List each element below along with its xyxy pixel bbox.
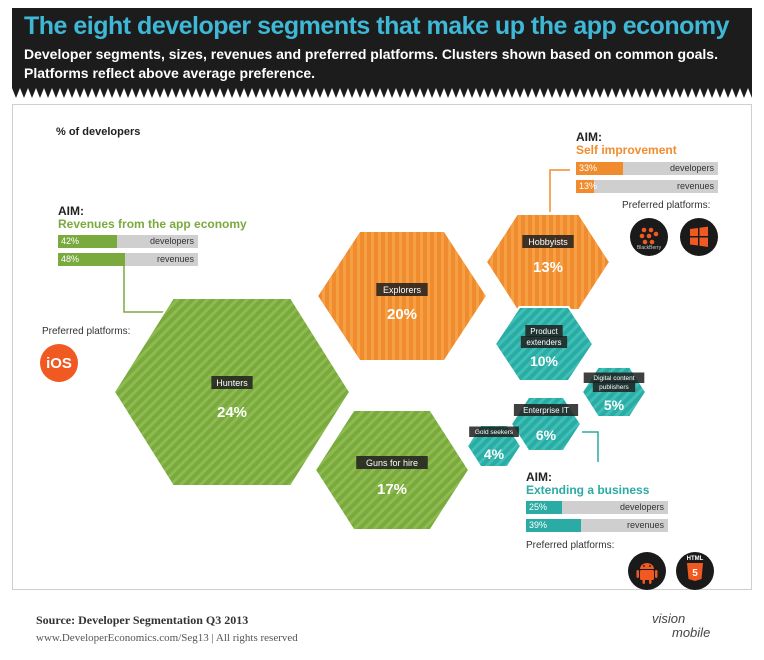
self-developers-value: 33% [579, 163, 598, 173]
revenues-revenues-fill [58, 253, 126, 266]
aim-revenues-heading: AIM: [58, 204, 84, 218]
self-preferred-label: Preferred platforms: [622, 200, 711, 211]
label-bg-explorers [376, 283, 428, 296]
hex-hunters [112, 297, 352, 487]
blackberry-icon: BlackBerry [630, 218, 668, 256]
business-developers-label: developers [619, 502, 664, 512]
business-developers-value: 25% [529, 502, 548, 512]
value-product-extenders: 10% [530, 353, 559, 369]
business-revenues-bar: 39% revenues [526, 519, 668, 532]
aim-self-heading: AIM: [576, 130, 602, 144]
zigzag-path [12, 88, 752, 98]
label-bg-product-extenders [520, 336, 568, 348]
value-gold-seekers: 4% [484, 446, 505, 462]
self-revenues-bar: 13% revenues [576, 180, 718, 193]
business-revenues-value: 39% [529, 520, 548, 530]
label-bg-gold-seekers [469, 426, 519, 437]
label-product-extenders: Product [530, 327, 558, 336]
revenues-developers-value: 42% [61, 236, 80, 246]
revenues-revenues-label: revenues [156, 254, 194, 264]
label-digital-content-publishers: Digital content [593, 375, 634, 382]
header-banner: The eight developer segments that make u… [12, 8, 752, 88]
label-product-extenders: extenders [526, 338, 561, 347]
label-guns-for-hire: Guns for hire [366, 458, 418, 468]
logo-line1: vision [652, 611, 686, 626]
page-subtitle-line1: Developer segments, sizes, revenues and … [24, 46, 718, 62]
self-revenues-label: revenues [676, 181, 714, 191]
self-revenues-value: 13% [579, 181, 598, 191]
label-digital-content-publishers: publishers [599, 384, 629, 391]
visionmobile-logo: vision mobile [652, 612, 742, 648]
label-bg-hunters [211, 376, 253, 389]
page-subtitle-line2: Platforms reflect above average preferen… [24, 65, 316, 81]
value-digital-content-publishers: 5% [604, 397, 625, 413]
aim-self-goal: Self improvement [576, 143, 677, 157]
ios-badge-text: iOS [46, 354, 72, 372]
business-connector [582, 431, 599, 462]
self-developers-fill [576, 162, 623, 175]
html5-icon: 5 HTML [676, 552, 714, 590]
business-developers-fill [526, 501, 562, 514]
label-bg-guns-for-hire [356, 456, 428, 469]
aim-business-goal: Extending a business [526, 483, 650, 497]
self-revenues-fill [576, 180, 595, 193]
value-explorers: 20% [387, 306, 417, 323]
value-hunters: 24% [217, 404, 247, 421]
business-revenues-fill [526, 519, 582, 532]
aim-revenues-goal: Revenues from the app economy [58, 217, 247, 231]
y-axis-label: % of developers [56, 126, 141, 138]
label-gold-seekers: Gold seekers [475, 429, 514, 436]
revenues-revenues-bar: 48% revenues [58, 253, 198, 266]
revenues-revenues-value: 48% [61, 254, 80, 264]
value-hobbyists: 13% [533, 259, 563, 276]
revenues-preferred-label: Preferred platforms: [42, 326, 131, 337]
revenues-developers-bar: 42% developers [58, 235, 198, 248]
windows-icon [680, 218, 718, 256]
revenues-developers-label: developers [149, 236, 194, 246]
label-enterprise-it: Enterprise IT [523, 406, 569, 415]
html5-badge-text: HTML [686, 556, 704, 562]
label-explorers: Explorers [383, 285, 422, 295]
label-bg-digital-content-publishers [583, 372, 645, 383]
revenues-connector [123, 266, 176, 313]
hexagon-chart: Hunters 24% Explorers 20% Guns for hire 17% Ho… [112, 169, 648, 531]
svg-text:5: 5 [692, 568, 698, 579]
label-bg-enterprise-it [513, 404, 579, 416]
footer-source: Source: Developer Segmentation Q3 2013 [36, 613, 249, 627]
label-hobbyists: Hobbyists [528, 237, 568, 247]
hex-guns-for-hire [313, 409, 471, 531]
label-hunters: Hunters [216, 378, 248, 388]
blackberry-badge-text: BlackBerry [636, 245, 662, 251]
label-bg-hobbyists [522, 235, 574, 248]
self-developers-bar: 33% developers [576, 162, 718, 175]
ios-icon: iOS [40, 344, 78, 382]
revenues-developers-fill [58, 235, 117, 248]
business-preferred-label: Preferred platforms: [526, 540, 615, 551]
page-title: The eight developer segments that make u… [24, 12, 730, 40]
logo-line2: mobile [672, 625, 711, 640]
self-connector [549, 169, 570, 212]
value-enterprise-it: 6% [536, 427, 557, 443]
aim-business-heading: AIM: [526, 470, 552, 484]
business-revenues-label: revenues [626, 520, 664, 530]
label-bg-product-extenders [525, 325, 563, 337]
self-developers-label: developers [669, 163, 714, 173]
business-developers-bar: 25% developers [526, 501, 668, 514]
value-guns-for-hire: 17% [377, 481, 407, 498]
zigzag-edge [12, 88, 752, 98]
footer-url: www.DeveloperEconomics.com/Seg13 | All r… [36, 632, 298, 644]
android-icon [628, 552, 666, 590]
label-bg-digital-content-publishers [592, 381, 636, 392]
